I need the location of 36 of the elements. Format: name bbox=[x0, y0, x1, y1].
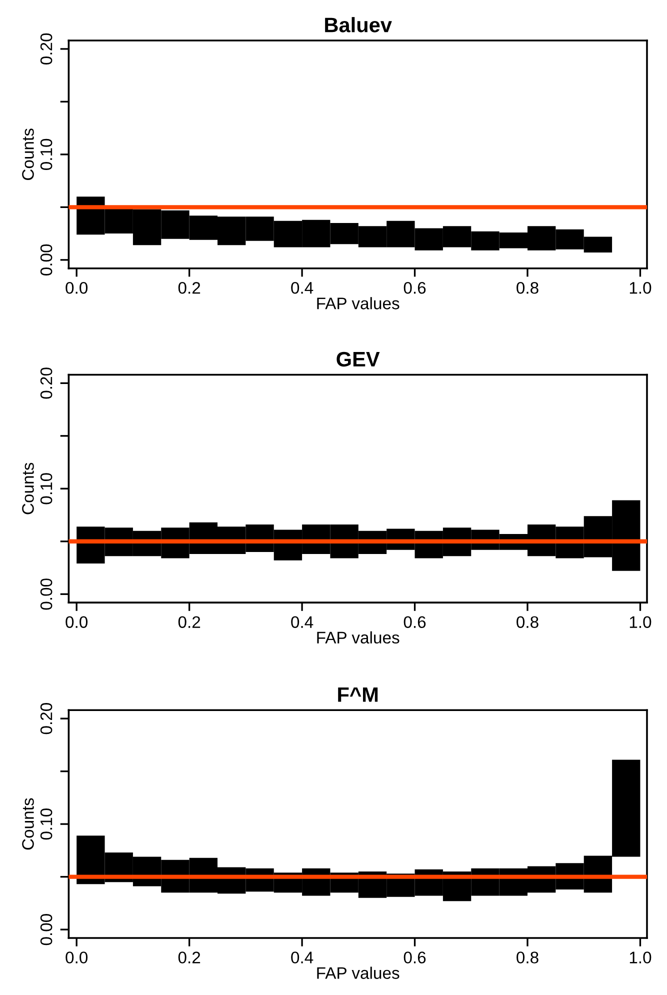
x-axis-title: FAP values bbox=[317, 631, 400, 644]
x-axis-title: FAP values bbox=[317, 297, 400, 310]
y-tick-label: 0.20 bbox=[40, 703, 52, 734]
x-tick-label: 0.6 bbox=[404, 282, 426, 294]
x-tick-label: 0.0 bbox=[66, 952, 88, 964]
y-tick-label: 0.10 bbox=[40, 808, 52, 840]
x-tick-label: 0.8 bbox=[516, 282, 538, 294]
y-tick-label: 0.10 bbox=[40, 473, 52, 504]
x-tick-label: 0.4 bbox=[291, 952, 314, 964]
y-tick-label: 0.20 bbox=[40, 33, 52, 64]
y-tick-label: 0.20 bbox=[40, 368, 52, 399]
x-tick-label: 0.2 bbox=[178, 616, 200, 628]
x-tick-label: 0.8 bbox=[516, 616, 538, 628]
x-tick-label: 1.0 bbox=[630, 952, 652, 964]
x-tick-label: 0.6 bbox=[404, 616, 426, 628]
x-tick-label: 0.2 bbox=[178, 282, 200, 294]
x-tick-label: 0.4 bbox=[291, 616, 314, 628]
y-tick-label: 0.00 bbox=[40, 578, 52, 610]
x-axis-title: FAP values bbox=[317, 966, 400, 979]
x-tick-label: 0.2 bbox=[178, 952, 200, 964]
chart-title: Baluev bbox=[325, 17, 392, 32]
y-tick-label: 0.00 bbox=[40, 244, 52, 276]
x-tick-label: 0.6 bbox=[404, 952, 426, 964]
y-axis-title: Counts bbox=[22, 128, 34, 180]
x-tick-label: 0.0 bbox=[66, 282, 88, 294]
chart-title: GEV bbox=[336, 352, 380, 367]
chart-title: F^M bbox=[338, 687, 378, 702]
y-axis-title: Counts bbox=[22, 462, 34, 514]
x-tick-label: 1.0 bbox=[630, 616, 652, 628]
y-axis-title: Counts bbox=[22, 798, 34, 850]
x-tick-label: 0.0 bbox=[66, 616, 88, 628]
x-tick-label: 0.4 bbox=[291, 282, 314, 294]
x-tick-label: 1.0 bbox=[630, 282, 652, 294]
y-tick-label: 0.00 bbox=[40, 914, 52, 946]
y-tick-label: 0.10 bbox=[40, 138, 52, 170]
x-tick-label: 0.8 bbox=[516, 952, 538, 964]
